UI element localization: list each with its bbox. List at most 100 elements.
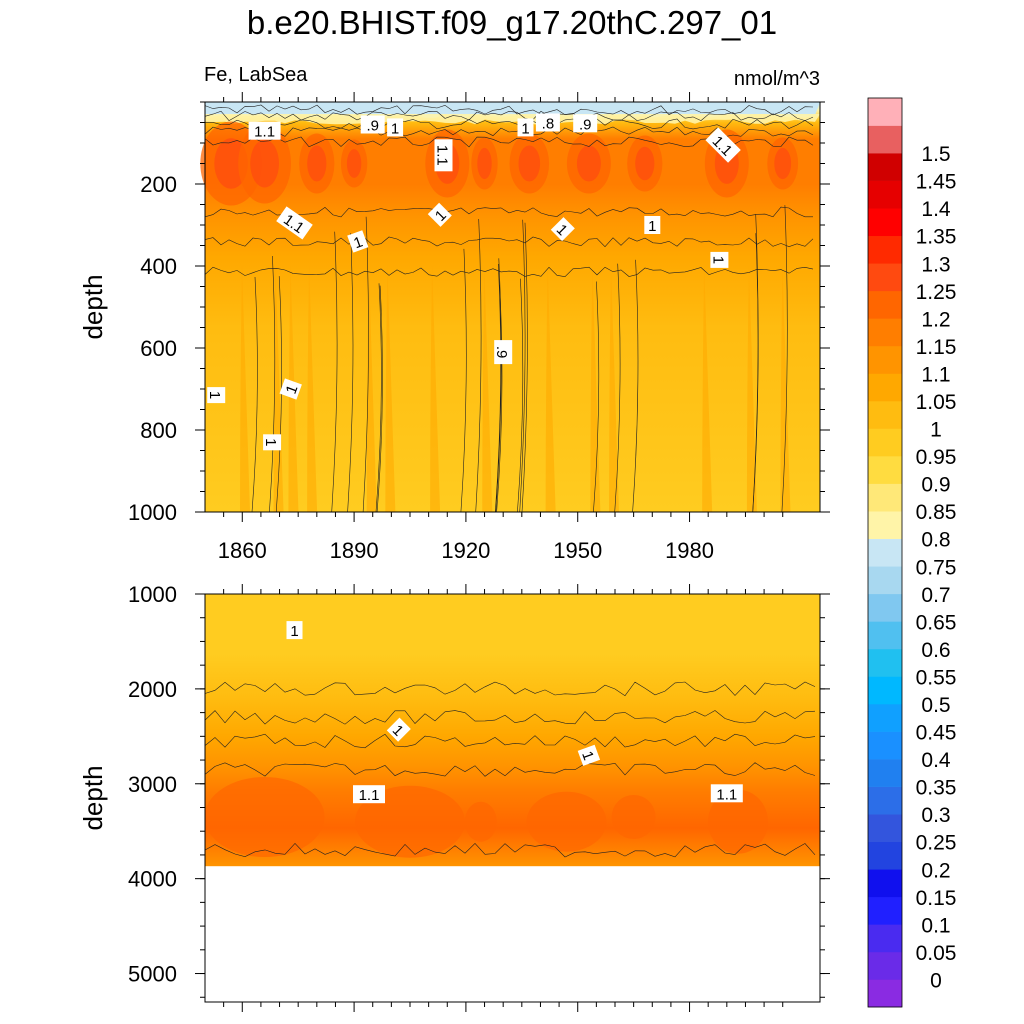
contour-label-text: .9: [366, 118, 379, 135]
colorbar-label: 0.75: [916, 556, 957, 579]
colorbar-label: 0.6: [921, 639, 950, 662]
colorbar-swatch: [868, 704, 902, 732]
upper-ytick-label: 1000: [128, 500, 177, 525]
max-core: [518, 145, 541, 182]
lower-ytick-label: 2000: [128, 677, 177, 702]
max-core: [250, 139, 279, 188]
colorbar-swatch: [868, 814, 902, 843]
contour-label: 1.1: [248, 121, 281, 141]
colorbar-swatch: [868, 731, 902, 760]
contour-line: [269, 255, 276, 513]
deep-max-blob: [355, 785, 465, 858]
contour-line: [204, 110, 814, 121]
contour-label: 1: [286, 621, 303, 640]
deep-max-blob: [611, 795, 656, 839]
contour-label: 1: [577, 744, 601, 766]
colorbar-swatch: [868, 98, 902, 126]
colorbar-label: 0.4: [921, 749, 951, 772]
contour-label-box: [286, 621, 303, 640]
intrusion-streak: [366, 266, 377, 512]
contour-label: 1: [262, 434, 282, 451]
xtick-label: 1950: [553, 538, 602, 563]
colorbar-swatch: [868, 373, 902, 402]
upper-ylabel: depth: [78, 274, 108, 339]
contour-label-text: 1: [206, 391, 223, 399]
contour-label-box: [517, 118, 534, 137]
contour-label: 1: [206, 387, 226, 404]
contour-label-box: [710, 784, 743, 803]
contour-line: [376, 285, 383, 513]
intrusion-streak: [545, 266, 556, 512]
contour-label-text: 1.1: [716, 786, 737, 803]
contour-line: [781, 205, 788, 513]
contour-label: 1: [386, 717, 411, 742]
colorbar-label: 0.2: [921, 859, 950, 882]
intrusion-streak: [746, 266, 757, 512]
contour-label-box: [263, 434, 282, 451]
contour-line: [204, 236, 814, 248]
lower-frame: [204, 593, 821, 1003]
contour-line: [204, 733, 816, 749]
contour-label: 1.1: [434, 139, 453, 172]
colorbar-frame: [867, 97, 903, 1008]
contour-label: 1.1: [710, 784, 743, 803]
contour-label-text: 1: [262, 438, 279, 446]
colorbar-swatch: [868, 951, 902, 980]
contour-line: [251, 276, 258, 513]
chart-title: b.e20.BHIST.f09_g17.20thC.297_01: [246, 4, 778, 41]
contour-line: [204, 126, 814, 138]
contour-label-box: [494, 340, 513, 365]
contour-label-text: .8: [542, 116, 555, 133]
colorbar-swatch: [868, 318, 902, 347]
contour-line: [204, 710, 816, 725]
contour-line: [593, 281, 600, 513]
colorbar-label: 1.4: [921, 198, 951, 221]
contour-label-box: [644, 216, 661, 234]
contour-label-box: [434, 139, 453, 172]
units-label: nmol/m^3: [733, 68, 820, 90]
upper-panel: 1.1 .9 1 1.1 1 .8 .9 1.1 1.1 1 1 1 1 1 .9 1 1 1 200 400 600 8…: [78, 92, 830, 1012]
contour-line: [331, 231, 338, 513]
contour-label-box: [427, 202, 452, 227]
colorbar-swatch: [868, 456, 902, 484]
contour-label-box: [248, 121, 281, 140]
colorbar-label: 0.05: [916, 942, 957, 965]
contour-label-box: [360, 115, 385, 134]
variable-region-label: Fe, LabSea: [204, 64, 308, 86]
lower-ytick-label: 4000: [128, 867, 177, 892]
xtick-label: 1860: [218, 538, 267, 563]
colorbar-swatch: [868, 345, 902, 374]
contour-line: [521, 222, 528, 513]
colorbar-label: 1.45: [916, 171, 957, 194]
colorbar-swatch: [868, 841, 902, 870]
contour-label-text: 1: [391, 120, 399, 137]
contour-label: 1: [279, 378, 302, 400]
lower-ytick-label: 3000: [128, 772, 177, 797]
colorbar-swatch: [868, 676, 902, 705]
contour-label-box: [577, 744, 601, 766]
colorbar-label: 1.35: [916, 226, 957, 249]
contour-line: [375, 283, 382, 513]
colorbar-swatch: [868, 153, 902, 181]
contour-line: [204, 118, 814, 130]
colorbar-swatch: [868, 428, 902, 457]
contour-label-box: [710, 251, 729, 268]
intrusion-streak: [590, 266, 601, 512]
max-core: [635, 146, 655, 181]
contour-label-text: .9: [493, 346, 510, 359]
contour-line: [204, 104, 814, 116]
colorbar-label: 1: [930, 419, 942, 442]
colorbar-label: 0.7: [921, 584, 950, 607]
contour-label: 1: [644, 216, 661, 235]
intrusion-streak: [609, 266, 619, 512]
upper-ytick-label: 400: [140, 254, 177, 279]
contour-label-box: [207, 387, 226, 404]
colorbar-label: 0.3: [921, 804, 950, 827]
colorbar-label: 0.85: [916, 501, 957, 524]
colorbar-swatch: [868, 896, 902, 925]
colorbar-swatch: [868, 566, 902, 595]
colorbar-swatch: [868, 483, 902, 512]
colorbar-label: 1.05: [916, 391, 957, 414]
contour-label-text: 1.1: [359, 787, 380, 804]
